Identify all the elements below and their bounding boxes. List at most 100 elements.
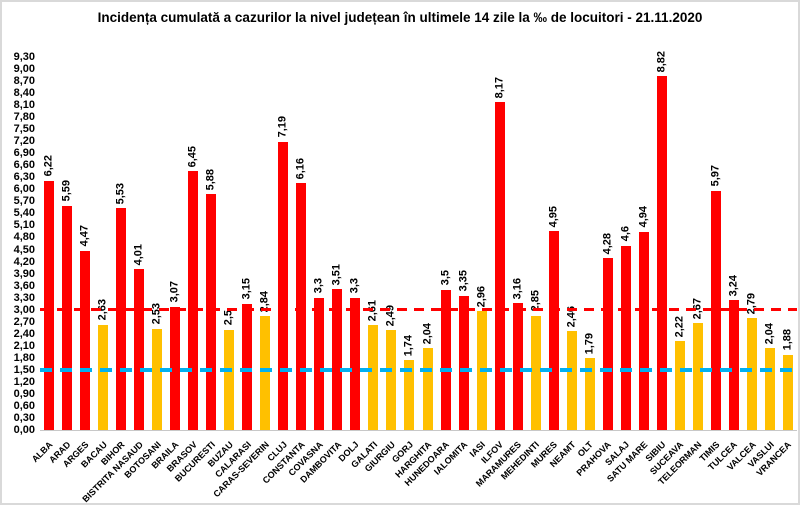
bar xyxy=(98,324,109,430)
bar xyxy=(584,358,595,430)
bar-group: 3,15 xyxy=(238,57,256,430)
bar-value-label: 5,97 xyxy=(709,165,722,187)
y-tick-label: 8,40 xyxy=(13,87,35,100)
y-tick-label: 7,20 xyxy=(13,135,35,148)
bar-group: 8,17 xyxy=(491,57,509,430)
bar-group: 2,67 xyxy=(689,57,707,430)
bar-value-label: 3,35 xyxy=(457,270,470,292)
bar-value-label: 3,16 xyxy=(511,277,524,300)
y-tick-label: 5,10 xyxy=(13,219,35,232)
y-tick-label: 6,90 xyxy=(13,147,35,160)
bar xyxy=(566,331,577,430)
bar-value-label: 8,17 xyxy=(493,76,506,99)
bar-group: 2,61 xyxy=(364,57,382,430)
bar xyxy=(80,250,91,430)
x-axis-labels: ALBA ARAD ARGES BACAU BIHOR BISTRITA NASAUD BO… xyxy=(30,433,797,503)
bar-value-label: 5,53 xyxy=(114,182,127,205)
bar-value-label: 1,79 xyxy=(583,332,596,355)
y-tick-label: 9,00 xyxy=(13,63,35,76)
bar-group: 7,19 xyxy=(274,57,292,430)
bar-value-label: 1,74 xyxy=(402,334,415,357)
bar xyxy=(404,360,415,430)
bar-value-label: 2,22 xyxy=(673,315,686,337)
y-tick-label: 0,60 xyxy=(13,399,35,412)
y-tick-label: 8,70 xyxy=(13,75,35,88)
bar-group: 2,96 xyxy=(473,57,491,430)
bar xyxy=(764,348,775,430)
bar xyxy=(260,316,271,430)
bar xyxy=(548,231,559,430)
y-tick-label: 2,10 xyxy=(13,339,35,352)
bar xyxy=(530,315,541,430)
bar-value-label: 3,51 xyxy=(330,263,343,286)
bar xyxy=(512,303,523,430)
bar-group: 2,49 xyxy=(382,57,400,430)
bar-group: 2,63 xyxy=(94,57,112,430)
y-tick-label: 2,40 xyxy=(13,327,35,340)
y-tick-label: 5,70 xyxy=(13,195,35,208)
bar-group: 4,95 xyxy=(545,57,563,430)
bar-group: 2,46 xyxy=(563,57,581,430)
bar-value-label: 2,04 xyxy=(421,322,433,345)
bar-group: 5,88 xyxy=(202,57,220,430)
bar-value-label: 4,94 xyxy=(637,206,650,228)
bar xyxy=(332,289,343,430)
bar-value-label: 3,07 xyxy=(168,281,181,303)
y-tick-label: 3,00 xyxy=(13,303,35,316)
y-tick-label: 4,20 xyxy=(13,255,35,268)
y-tick-label: 9,30 xyxy=(13,51,35,63)
bar xyxy=(242,303,253,430)
y-tick-label: 4,50 xyxy=(13,243,35,256)
bar-group: 4,47 xyxy=(76,57,94,430)
y-tick-label: 3,60 xyxy=(13,279,35,292)
bar xyxy=(296,182,307,430)
y-tick-label: 6,00 xyxy=(13,183,35,196)
bar-group: 3,24 xyxy=(725,57,743,430)
bar xyxy=(350,297,361,430)
bar-group: 4,01 xyxy=(130,57,148,430)
bar xyxy=(620,245,631,430)
bar-value-label: 3,3 xyxy=(312,278,325,294)
bar xyxy=(368,325,379,430)
bar-group: 5,97 xyxy=(707,57,725,430)
y-tick-label: 7,50 xyxy=(13,123,35,136)
bar-value-label: 7,19 xyxy=(276,116,289,138)
bar-group: 4,28 xyxy=(599,57,617,430)
bar-group: 1,88 xyxy=(779,57,797,430)
bar-group: 3,07 xyxy=(166,57,184,430)
y-tick-label: 0,00 xyxy=(13,424,35,436)
bar xyxy=(602,258,613,430)
y-tick-label: 5,40 xyxy=(13,207,35,220)
bar xyxy=(314,297,325,430)
bar-group: 6,16 xyxy=(292,57,310,430)
bar-group: 3,5 xyxy=(437,57,455,430)
bar xyxy=(62,205,73,430)
bar-value-label: 4,6 xyxy=(619,226,632,242)
bar-group: 5,59 xyxy=(58,57,76,430)
bar-group: 8,82 xyxy=(653,51,671,430)
y-tick-label: 0,30 xyxy=(13,411,35,424)
chart-title: Incidența cumulată a cazurilor la nivel … xyxy=(97,10,703,25)
bar-group: 6,45 xyxy=(184,57,202,430)
bar-value-label: 8,82 xyxy=(655,50,668,73)
x-axis-baseline xyxy=(40,430,797,431)
bar-group: 2,22 xyxy=(671,57,689,430)
bar-value-label: 4,28 xyxy=(601,232,614,255)
bar xyxy=(440,289,451,430)
bar-value-label: 2,96 xyxy=(475,285,488,308)
bar-group: 1,74 xyxy=(400,57,418,430)
y-tick-label: 8,10 xyxy=(13,99,35,112)
bar-group: 3,3 xyxy=(310,57,328,430)
bar xyxy=(224,329,235,430)
bar xyxy=(134,269,145,430)
bar xyxy=(422,348,433,430)
y-tick-label: 6,60 xyxy=(13,159,35,172)
plot-area: 6,22 5,59 4,472,635,53 4,01 2,53 3,07 6,45 5,88… xyxy=(40,51,797,431)
bar-group: 3,35 xyxy=(455,57,473,430)
bar xyxy=(494,102,505,430)
y-tick-label: 0,90 xyxy=(13,387,35,400)
bar-value-label: 4,47 xyxy=(78,225,91,247)
bar-group: 4,94 xyxy=(635,57,653,430)
bar xyxy=(782,354,793,430)
